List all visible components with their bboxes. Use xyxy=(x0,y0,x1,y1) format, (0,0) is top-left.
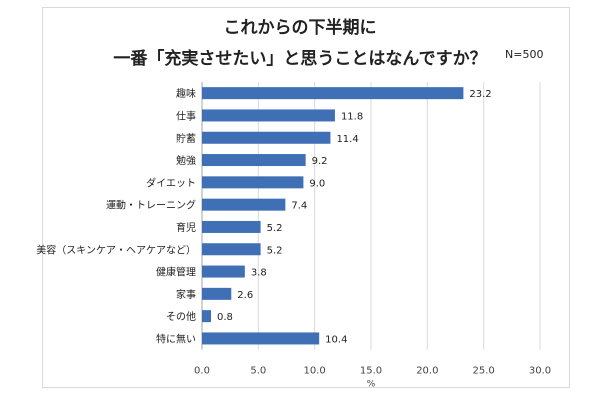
value-label: 0.8 xyxy=(217,312,233,323)
x-tick-label: 25.0 xyxy=(473,366,495,377)
x-tick-label: 10.0 xyxy=(304,366,326,377)
value-label: 10.4 xyxy=(325,334,347,345)
bar xyxy=(202,109,335,122)
category-label: その他 xyxy=(166,310,196,323)
category-label: 仕事 xyxy=(176,109,196,122)
chart-title-line2: 一番「充実させたい」と思うことはなんですか？ xyxy=(113,49,487,69)
bar xyxy=(202,198,286,211)
category-label: 美容（スキンケア・ヘアケアなど） xyxy=(36,243,196,256)
category-label: 健康管理 xyxy=(156,266,196,279)
sample-size-label: N=500 xyxy=(505,48,544,61)
category-label: 特に無い xyxy=(156,332,196,345)
bar xyxy=(202,243,261,256)
value-label: 23.2 xyxy=(469,89,491,100)
category-label: 趣味 xyxy=(176,87,196,100)
bar xyxy=(202,87,464,100)
chart-frame xyxy=(42,7,570,388)
category-label: 運動・トレーニング xyxy=(106,199,196,212)
x-tick-label: 15.0 xyxy=(360,366,382,377)
bar xyxy=(202,154,306,167)
x-axis-label: % xyxy=(367,380,376,390)
value-label: 11.8 xyxy=(341,111,363,122)
bar xyxy=(202,332,320,345)
value-label: 11.4 xyxy=(336,134,358,145)
x-tick-label: 30.0 xyxy=(529,366,551,377)
chart-title-line1: これからの下半期に xyxy=(223,18,377,38)
x-tick-label: 5.0 xyxy=(250,366,266,377)
bar xyxy=(202,176,304,189)
category-label: 育児 xyxy=(176,221,196,234)
value-label: 3.8 xyxy=(251,268,267,279)
category-label: 貯蓄 xyxy=(176,133,196,145)
category-label: ダイエット xyxy=(146,176,196,189)
bar xyxy=(202,287,232,300)
bar xyxy=(202,265,245,278)
x-tick-label: 0.0 xyxy=(194,366,210,377)
bar xyxy=(202,310,212,323)
value-label: 5.2 xyxy=(267,245,283,256)
value-label: 7.4 xyxy=(291,201,307,212)
bar xyxy=(202,131,331,144)
value-label: 9.2 xyxy=(312,156,328,167)
category-label: 家事 xyxy=(176,288,196,301)
value-label: 2.6 xyxy=(237,290,253,301)
value-label: 5.2 xyxy=(267,223,283,234)
value-label: 9.0 xyxy=(309,178,325,189)
bar xyxy=(202,220,261,233)
x-tick-label: 20.0 xyxy=(416,366,438,377)
category-label: 勉強 xyxy=(176,154,196,167)
